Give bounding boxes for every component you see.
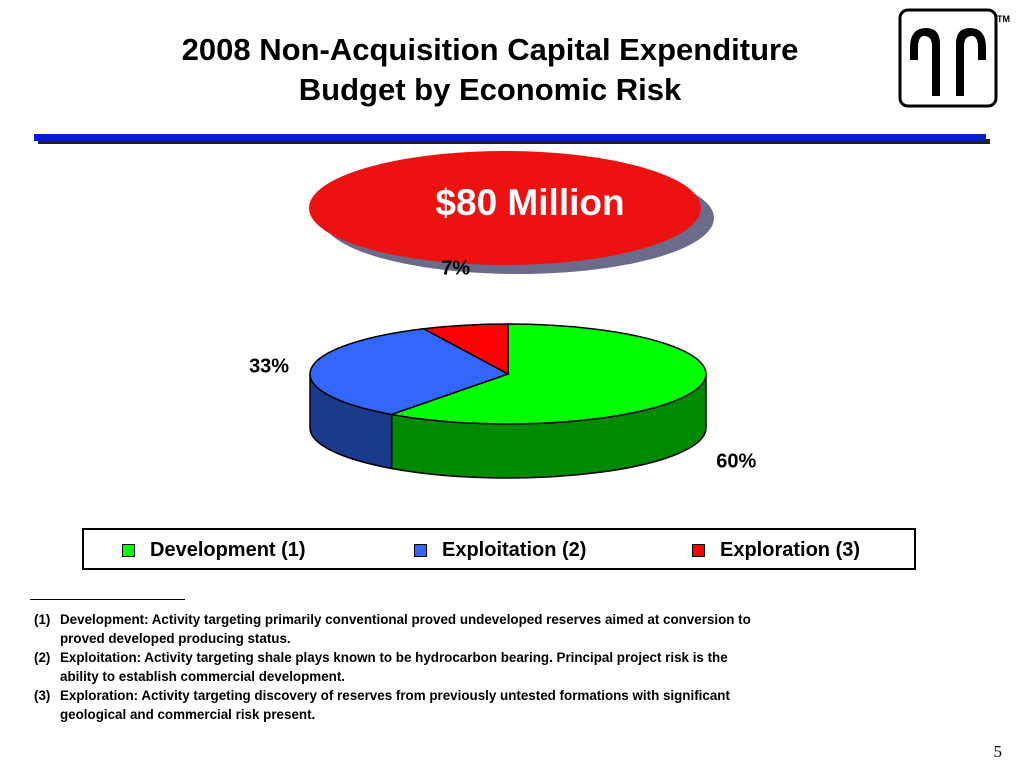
budget-badge-ellipse	[309, 151, 701, 265]
pie-label-exploration: 7%	[441, 257, 470, 279]
budget-badge	[309, 151, 714, 274]
footnote-text: ability to establish commercial developm…	[60, 669, 346, 684]
footnote-text: Exploitation: Activity targeting shale p…	[60, 650, 728, 665]
legend-swatch-development	[122, 544, 135, 557]
legend-swatch-exploitation	[414, 544, 427, 557]
pie-slice-exploitation	[309, 327, 510, 416]
trademark-symbol: TM	[997, 14, 1010, 24]
legend-label-exploitation: Exploitation (2)	[442, 539, 587, 561]
company-logo-icon: TM	[898, 8, 1010, 108]
footnote-divider	[30, 599, 185, 600]
title-line-2: Budget by Economic Risk	[298, 72, 682, 107]
legend-item-exploitation: Exploitation (2)	[414, 539, 586, 562]
pie-label-development: 60%	[716, 451, 756, 473]
pie-label-exploitation: 33%	[249, 355, 289, 377]
footnote-3-continued: geological and commercial risk present.	[34, 705, 914, 724]
footnotes: (1) Development: Activity targeting prim…	[34, 610, 914, 724]
footnote-text: Exploration: Activity targeting discover…	[60, 688, 730, 703]
pie-chart: 60% 33% 7%	[249, 257, 756, 479]
footnote-text: geological and commercial risk present.	[60, 707, 316, 722]
slide-title: 2008 Non-Acquisition Capital Expenditure…	[120, 30, 860, 110]
footnote-1: (1) Development: Activity targeting prim…	[34, 610, 914, 629]
footnote-number: (3)	[34, 688, 51, 703]
legend-label-exploration: Exploration (3)	[720, 539, 861, 561]
title-line-1: 2008 Non-Acquisition Capital Expenditure	[181, 32, 799, 67]
legend-item-exploration: Exploration (3)	[692, 539, 860, 562]
title-rule-shadow	[38, 139, 990, 144]
footnote-text: proved developed producing status.	[60, 631, 291, 646]
legend-item-development: Development (1)	[122, 539, 306, 562]
pie-slice-development	[388, 323, 707, 425]
footnote-1-continued: proved developed producing status.	[34, 629, 914, 648]
title-rule	[34, 134, 986, 141]
budget-amount: $80 Million	[435, 182, 625, 223]
footnote-text: Development: Activity targeting primaril…	[60, 612, 751, 627]
pie-slice-exploration	[421, 323, 509, 376]
footnote-2: (2) Exploitation: Activity targeting sha…	[34, 648, 914, 667]
footnote-number: (2)	[34, 650, 51, 665]
footnote-number: (1)	[34, 612, 51, 627]
footnote-2-continued: ability to establish commercial developm…	[34, 667, 914, 686]
footnote-3: (3) Exploration: Activity targeting disc…	[34, 686, 914, 705]
legend-swatch-exploration	[692, 544, 705, 557]
chart-legend: Development (1) Exploitation (2) Explora…	[82, 528, 916, 570]
legend-label-development: Development (1)	[150, 539, 306, 561]
page-number: 5	[993, 742, 1003, 761]
